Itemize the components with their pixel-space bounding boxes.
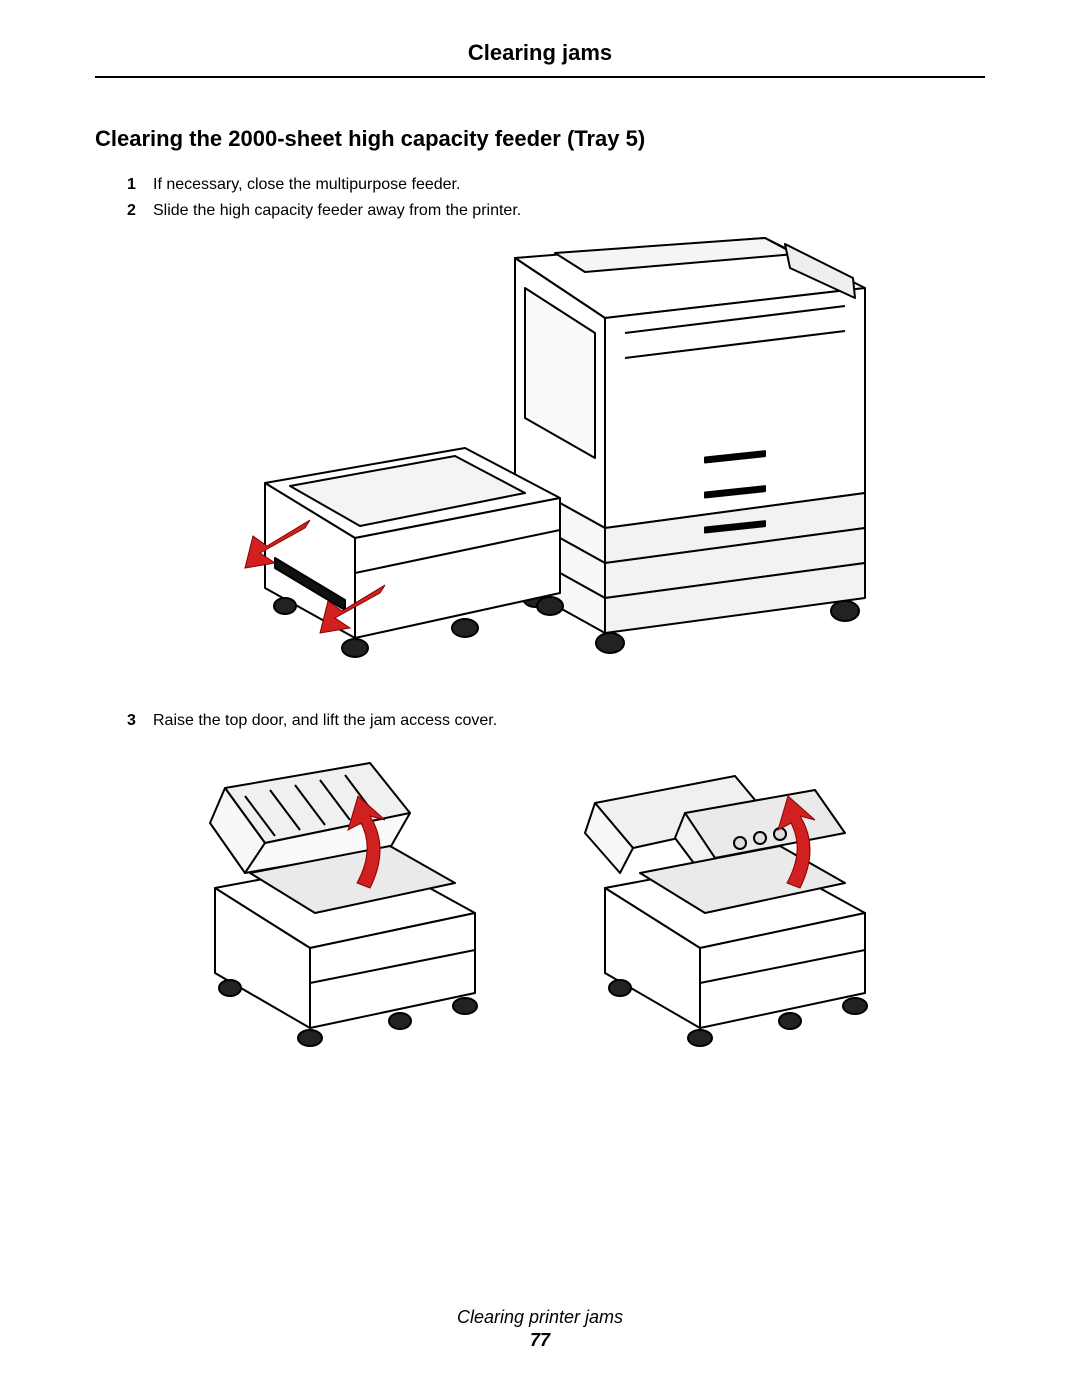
step-2: 2 Slide the high capacity feeder away fr… <box>127 202 985 220</box>
page-footer: Clearing printer jams 77 <box>0 1307 1080 1351</box>
section-title: Clearing the 2000-sheet high capacity fe… <box>95 126 985 152</box>
step-num: 3 <box>127 712 153 730</box>
step-num: 2 <box>127 202 153 220</box>
figure-row <box>95 738 985 1068</box>
header-rule <box>95 76 985 78</box>
figure-printer-feeder-slide <box>205 228 875 688</box>
figure-feeder-top-door <box>175 738 515 1068</box>
step-num: 1 <box>127 176 153 194</box>
step-3: 3 Raise the top door, and lift the jam a… <box>127 712 985 730</box>
step-text: If necessary, close the multipurpose fee… <box>153 176 985 194</box>
figure-feeder-jam-cover <box>565 738 905 1068</box>
step-list-2: 3 Raise the top door, and lift the jam a… <box>95 712 985 730</box>
footer-section: Clearing printer jams <box>0 1307 1080 1328</box>
header-title: Clearing jams <box>95 40 985 76</box>
footer-page-number: 77 <box>0 1330 1080 1351</box>
step-list: 1 If necessary, close the multipurpose f… <box>95 176 985 220</box>
step-1: 1 If necessary, close the multipurpose f… <box>127 176 985 194</box>
step-text: Slide the high capacity feeder away from… <box>153 202 985 220</box>
step-text: Raise the top door, and lift the jam acc… <box>153 712 985 730</box>
